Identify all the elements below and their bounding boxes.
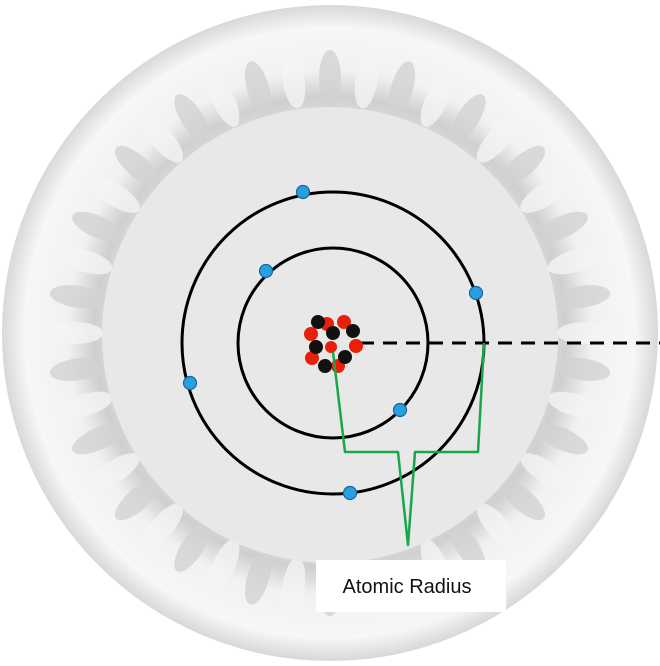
proton — [304, 327, 318, 341]
ruffle — [557, 322, 613, 344]
electron — [184, 377, 197, 390]
electron — [297, 186, 310, 199]
label: Atomic Radius — [343, 576, 472, 598]
electron — [260, 265, 273, 278]
electron — [394, 404, 407, 417]
electron — [344, 487, 357, 500]
neutron — [338, 350, 352, 364]
ruffle — [47, 322, 103, 344]
neutron — [326, 326, 340, 340]
proton — [349, 339, 363, 353]
neutron — [318, 359, 332, 373]
proton — [325, 341, 337, 353]
ruffle — [319, 50, 341, 106]
electron — [470, 287, 483, 300]
diagram: Atomic Radius — [0, 0, 660, 666]
neutron — [311, 315, 325, 329]
neutron — [309, 340, 323, 354]
neutron — [346, 324, 360, 338]
